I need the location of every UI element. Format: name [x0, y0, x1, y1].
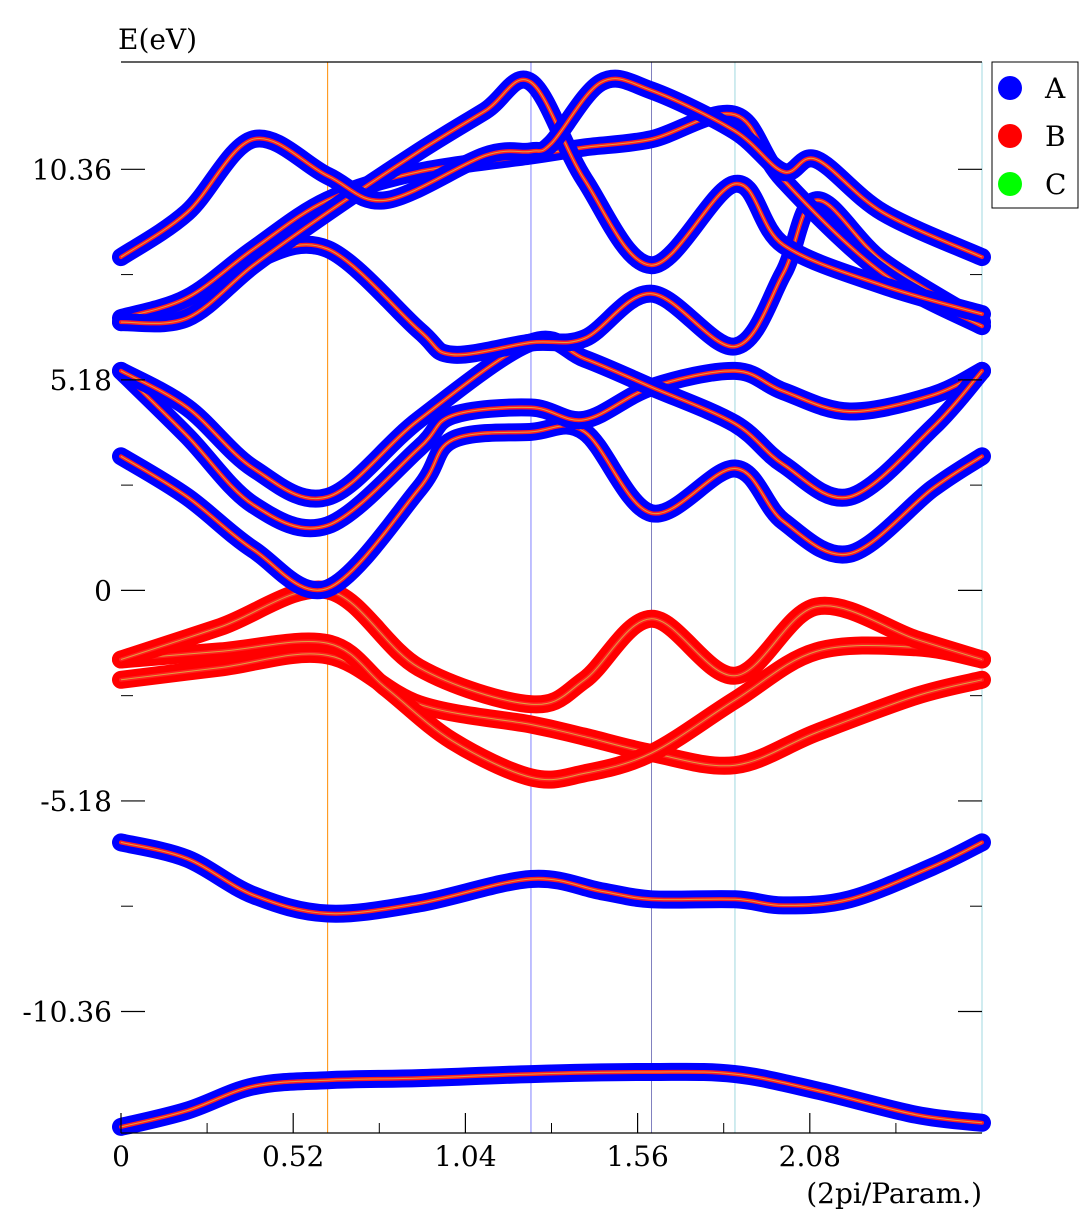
y-tick-label: -10.36 [22, 995, 112, 1028]
band-core-line [120, 653, 983, 767]
x-tick-label: 2.08 [779, 1140, 841, 1173]
x-tick-label: 0 [112, 1140, 130, 1173]
x-tick-label: 1.56 [606, 1140, 668, 1173]
band-5 [112, 580, 991, 714]
legend: ABC [991, 61, 1079, 209]
legend-label: C [1045, 168, 1066, 201]
band-2 [112, 833, 991, 923]
band-11 [112, 70, 991, 333]
series-group [112, 69, 991, 1136]
band-1 [112, 1062, 991, 1136]
legend-label: B [1045, 120, 1066, 153]
legend-marker [998, 124, 1022, 148]
legend-marker [998, 172, 1022, 196]
band-center-line [119, 77, 984, 326]
legend-marker [998, 76, 1022, 100]
y-tick-label: 5.18 [50, 364, 112, 397]
band-7 [112, 361, 991, 538]
band-core-line [120, 79, 983, 324]
legend-label: A [1044, 72, 1066, 105]
band-core-line [120, 841, 983, 915]
band-core-line [120, 370, 983, 529]
x-tick-label: 1.04 [434, 1140, 496, 1173]
band-core-line [120, 78, 983, 258]
band-core-line [120, 339, 983, 499]
band-4 [112, 632, 991, 789]
band-core-line [120, 588, 983, 705]
band-core-line [120, 1071, 983, 1128]
band-12 [112, 69, 991, 267]
y-axis-label: E(eV) [118, 23, 197, 56]
x-axis-label: (2pi/Param.) [806, 1177, 982, 1210]
band-8 [112, 330, 991, 508]
band-3 [112, 644, 991, 775]
y-tick-label: -5.18 [40, 785, 112, 818]
high-symmetry-lines [327, 62, 983, 1133]
y-tick-label: 10.36 [32, 153, 112, 186]
y-tick-label: 0 [94, 574, 112, 607]
x-tick-label: 0.52 [262, 1140, 324, 1173]
tick-marks: 10.36 5.18 0 -5.18 -10.36 0 0.52 1.04 1.56 2.08 [22, 153, 982, 1173]
band-core-line [120, 640, 983, 781]
